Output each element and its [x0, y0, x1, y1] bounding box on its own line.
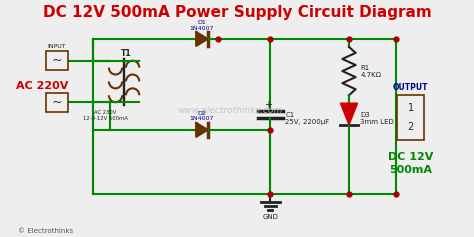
Text: AC 230V
12-0-12V 500mA: AC 230V 12-0-12V 500mA — [82, 110, 128, 121]
Text: 2: 2 — [408, 122, 414, 132]
Text: www.electrothinks.com: www.electrothinks.com — [178, 106, 283, 115]
Text: D3
3mm LED: D3 3mm LED — [360, 113, 394, 126]
Text: DC 12V
500mA: DC 12V 500mA — [388, 152, 433, 175]
Text: ~: ~ — [52, 54, 62, 67]
Text: INPUT: INPUT — [47, 44, 66, 49]
FancyBboxPatch shape — [397, 95, 424, 140]
Polygon shape — [340, 103, 357, 125]
Text: AC 220V: AC 220V — [16, 81, 69, 91]
Text: ~: ~ — [52, 96, 62, 109]
Text: 1: 1 — [408, 103, 414, 113]
Text: © Electrothinks: © Electrothinks — [18, 228, 73, 234]
Text: R1
4.7KΩ: R1 4.7KΩ — [360, 64, 382, 77]
Text: D2
1N4007: D2 1N4007 — [190, 111, 214, 121]
FancyBboxPatch shape — [46, 51, 68, 70]
Text: OUTPUT: OUTPUT — [393, 83, 428, 92]
Polygon shape — [196, 32, 208, 46]
Text: +: + — [264, 100, 273, 110]
Text: DC 12V 500mA Power Supply Circuit Diagram: DC 12V 500mA Power Supply Circuit Diagra… — [43, 5, 431, 20]
Text: T1: T1 — [121, 49, 131, 58]
Polygon shape — [196, 123, 208, 137]
Text: GND: GND — [262, 214, 278, 220]
FancyBboxPatch shape — [46, 93, 68, 112]
Text: D1
1N4007: D1 1N4007 — [190, 20, 214, 31]
Text: C1
25V, 2200μF: C1 25V, 2200μF — [285, 111, 329, 124]
